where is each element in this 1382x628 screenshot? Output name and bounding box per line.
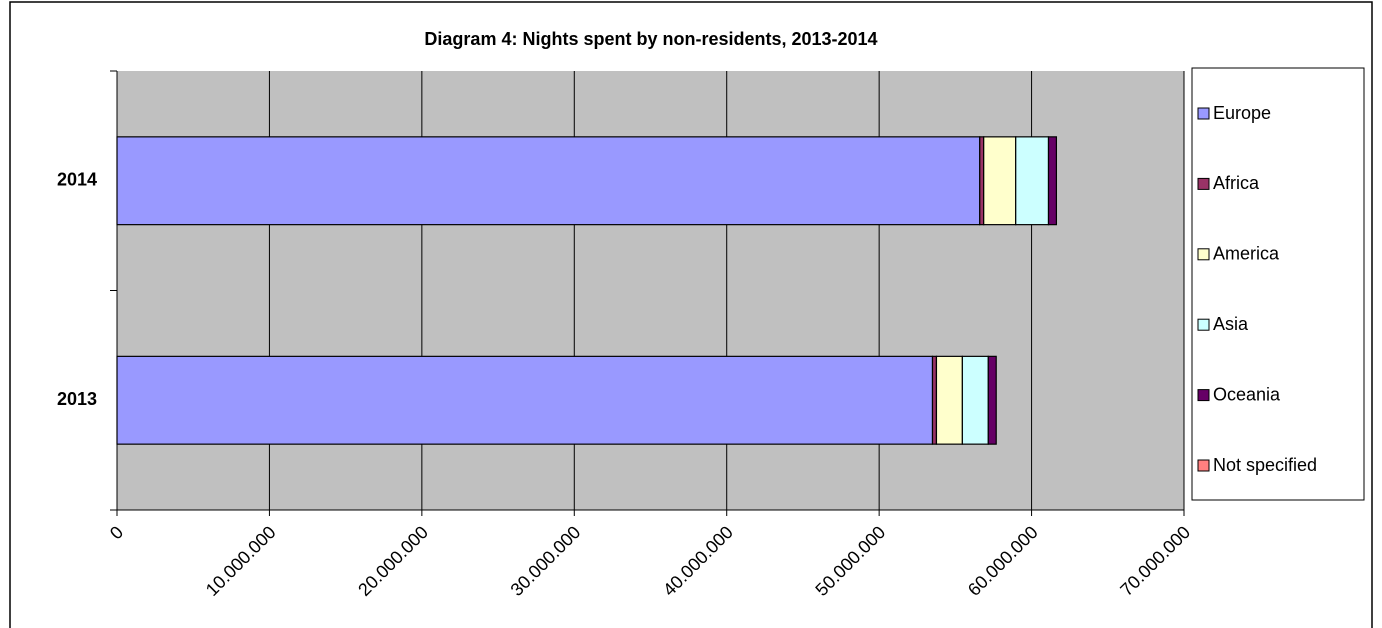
bar-segment [983, 136, 1017, 226]
bar-segment [1015, 136, 1050, 226]
chart-title: Diagram 4: Nights spent by non-residents… [424, 29, 877, 49]
legend-label: Oceania [1213, 384, 1281, 404]
bar-segment [116, 136, 981, 226]
legend-swatch [1197, 107, 1210, 120]
bar-segment [987, 355, 997, 445]
y-tick-label: 2014 [57, 170, 97, 190]
bar-segment [116, 355, 934, 445]
y-tick-label: 2013 [57, 389, 97, 409]
legend-swatch [1197, 459, 1210, 472]
bar-segment [1047, 136, 1058, 226]
legend-label: Asia [1213, 314, 1249, 334]
legend-label: Europe [1213, 103, 1271, 123]
legend-label: Africa [1213, 173, 1260, 193]
legend-label: Not specified [1213, 455, 1317, 475]
bar-segment [935, 355, 963, 445]
legend-swatch [1197, 248, 1210, 261]
legend-box [1191, 67, 1365, 501]
bar-segment [961, 355, 989, 445]
legend-swatch [1197, 177, 1210, 190]
legend-swatch [1197, 318, 1210, 331]
legend-label: America [1213, 244, 1280, 264]
legend-swatch [1197, 389, 1210, 402]
